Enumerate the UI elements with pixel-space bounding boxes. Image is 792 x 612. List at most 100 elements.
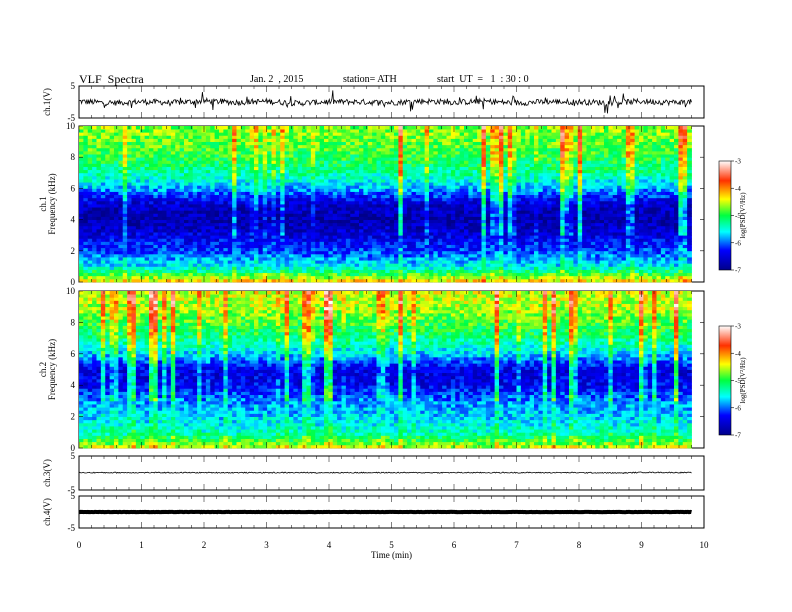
heatmap-cell bbox=[135, 141, 141, 146]
heatmap-cell bbox=[280, 126, 286, 130]
heatmap-cell bbox=[100, 247, 106, 252]
heatmap-cell bbox=[105, 172, 111, 177]
heatmap-cell bbox=[481, 185, 487, 189]
heatmap-cell bbox=[192, 169, 198, 174]
heatmap-cell bbox=[140, 269, 146, 274]
heatmap-cell bbox=[127, 197, 132, 202]
heatmap-cell bbox=[100, 207, 106, 211]
heatmap-cell bbox=[468, 144, 474, 149]
heatmap-cell bbox=[455, 157, 461, 161]
heatmap-cell bbox=[175, 210, 181, 214]
heatmap-cell bbox=[289, 172, 294, 177]
heatmap-cell bbox=[450, 172, 456, 177]
heatmap-cell bbox=[144, 191, 150, 196]
heatmap-cell bbox=[105, 278, 111, 283]
heatmap-cell bbox=[275, 138, 281, 142]
heatmap-cell bbox=[407, 210, 412, 214]
heatmap-cell bbox=[345, 266, 351, 270]
heatmap-cell bbox=[367, 207, 373, 211]
heatmap-cell bbox=[179, 225, 185, 230]
heatmap-cell bbox=[114, 157, 119, 161]
heatmap-cell bbox=[170, 238, 176, 242]
heatmap-cell bbox=[100, 235, 106, 239]
heatmap-cell bbox=[127, 138, 132, 142]
heatmap-cell bbox=[127, 132, 132, 136]
heatmap-cell bbox=[315, 269, 321, 274]
heatmap-cell bbox=[380, 228, 386, 233]
heatmap-cell bbox=[144, 247, 150, 252]
heatmap-cell bbox=[293, 238, 299, 242]
heatmap-cell bbox=[389, 207, 395, 211]
heatmap-cell bbox=[201, 191, 207, 196]
heatmap-cell bbox=[424, 172, 430, 177]
heatmap-cell bbox=[280, 188, 286, 192]
heatmap-cell bbox=[127, 169, 132, 174]
heatmap-cell bbox=[240, 154, 246, 158]
heatmap-cell bbox=[284, 182, 290, 186]
heatmap-cell bbox=[114, 185, 119, 189]
heatmap-cell bbox=[437, 175, 443, 180]
heatmap-cell bbox=[267, 269, 272, 274]
heatmap-cell bbox=[280, 257, 286, 261]
heatmap-cell bbox=[302, 222, 307, 227]
heatmap-cell bbox=[135, 163, 141, 167]
heatmap-cell bbox=[175, 144, 181, 149]
heatmap-cell bbox=[306, 219, 312, 224]
heatmap-cell bbox=[442, 244, 447, 249]
heatmap-cell bbox=[92, 194, 97, 199]
heatmap-cell bbox=[332, 247, 338, 252]
heatmap-cell bbox=[481, 232, 487, 236]
heatmap-cell bbox=[166, 253, 172, 258]
heatmap-cell bbox=[367, 269, 373, 274]
heatmap-cell bbox=[350, 194, 356, 199]
heatmap-cell bbox=[380, 269, 386, 274]
heatmap-cell bbox=[372, 269, 377, 274]
heatmap-cell bbox=[144, 179, 150, 183]
heatmap-cell bbox=[83, 244, 89, 249]
heatmap-cell bbox=[468, 188, 474, 192]
heatmap-cell bbox=[350, 200, 356, 205]
heatmap-cell bbox=[118, 197, 124, 202]
heatmap-cell bbox=[214, 238, 220, 242]
heatmap-cell bbox=[499, 144, 504, 149]
heatmap-cell bbox=[455, 188, 461, 192]
heatmap-cell bbox=[350, 278, 356, 283]
heatmap-cell bbox=[394, 188, 399, 192]
heatmap-cell bbox=[87, 135, 93, 139]
heatmap-cell bbox=[472, 204, 478, 208]
heatmap-cell bbox=[271, 216, 277, 220]
heatmap-cell bbox=[380, 138, 386, 142]
heatmap-cell bbox=[227, 210, 233, 214]
heatmap-cell bbox=[280, 129, 286, 133]
heatmap-cell bbox=[411, 175, 417, 180]
heatmap-cell bbox=[149, 269, 154, 274]
heatmap-cell bbox=[394, 150, 399, 155]
heatmap-cell bbox=[380, 250, 386, 255]
heatmap-cell bbox=[354, 207, 360, 211]
heatmap-cell bbox=[354, 157, 360, 161]
heatmap-cell bbox=[411, 200, 417, 205]
heatmap-cell bbox=[271, 204, 277, 208]
heatmap-cell bbox=[184, 238, 189, 242]
heatmap-cell bbox=[310, 241, 316, 245]
heatmap-cell bbox=[297, 219, 303, 224]
heatmap-cell bbox=[223, 191, 229, 196]
heatmap-cell bbox=[394, 129, 399, 133]
heatmap-cell bbox=[289, 232, 294, 236]
heatmap-cell bbox=[131, 253, 137, 258]
heatmap-cell bbox=[411, 253, 417, 258]
heatmap-cell bbox=[100, 185, 106, 189]
heatmap-cell bbox=[197, 275, 202, 280]
heatmap-cell bbox=[481, 238, 487, 242]
heatmap-cell bbox=[232, 182, 237, 186]
heatmap-cell bbox=[293, 269, 299, 274]
heatmap-cell bbox=[503, 247, 509, 252]
heatmap-cell bbox=[219, 278, 224, 283]
heatmap-cell bbox=[394, 278, 399, 283]
heatmap-cell bbox=[214, 175, 220, 180]
heatmap-cell bbox=[407, 241, 412, 245]
heatmap-cell bbox=[227, 269, 233, 274]
heatmap-cell bbox=[328, 166, 334, 171]
heatmap-cell bbox=[359, 257, 364, 261]
heatmap-cell bbox=[306, 163, 312, 167]
